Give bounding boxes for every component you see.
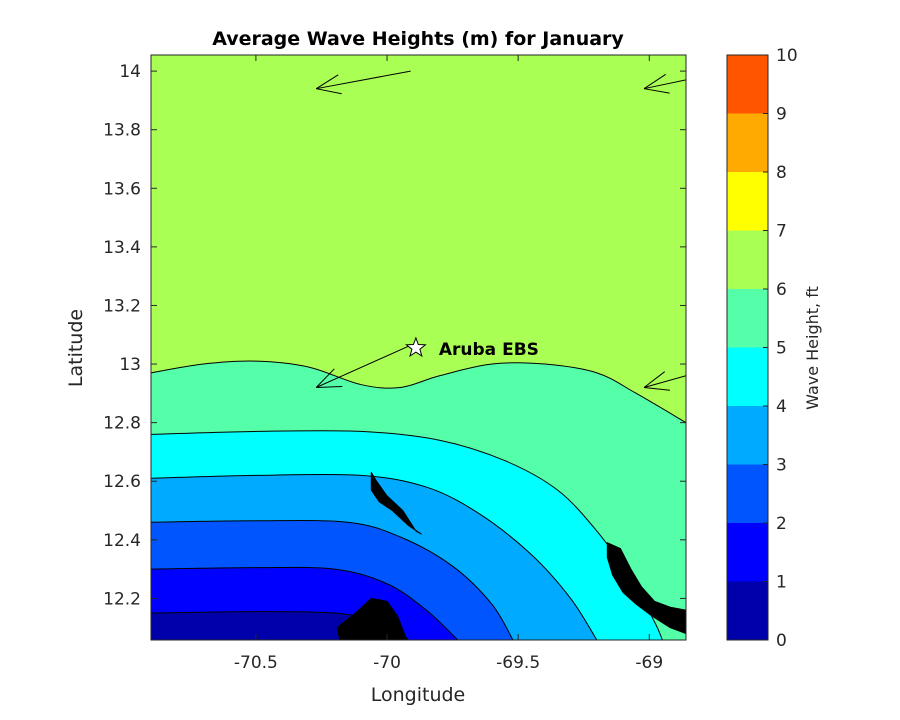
wave-direction-arrow: [315, 70, 411, 95]
y-axis: 12.2 12.4 12.6 12.8 13 13.2 13.4 13.6 13.8 14: [103, 62, 686, 609]
colorbar-tick-label: 9: [776, 105, 787, 125]
colorbar-tick-label: 2: [776, 514, 787, 534]
colorbar-swatch-0-1: [727, 581, 768, 640]
y-tick-label: 13.2: [103, 296, 141, 316]
plot-frame: [150, 54, 687, 641]
y-tick-label: 12.8: [103, 414, 141, 434]
colorbar-swatch-3-4: [727, 406, 768, 465]
colorbar-swatch-7-8: [727, 172, 768, 231]
colorbar-swatch-8-9: [727, 113, 768, 172]
x-axis: -70.5 -70 -69.5 -69: [234, 55, 663, 673]
annotations: Aruba EBS: [405, 336, 539, 360]
y-tick-label: 13: [119, 355, 141, 375]
contour-line-4-3: [151, 473, 598, 640]
chart-title: Average Wave Heights (m) for January: [212, 28, 624, 50]
site-label: Aruba EBS: [439, 340, 539, 360]
x-tick-label: -70.5: [234, 653, 278, 673]
colorbar-tick-label: 1: [776, 573, 787, 593]
plot-area: [151, 55, 686, 640]
wave-arrows: [315, 70, 686, 391]
land-curacao: [606, 542, 686, 635]
colorbar-tick-label: 10: [776, 46, 798, 66]
land-venezuela: [336, 597, 409, 640]
x-tick-label: -70: [373, 653, 401, 673]
y-tick-label: 13.6: [103, 179, 141, 199]
x-tick-label: -69: [635, 653, 663, 673]
colorbar-tick-label: 4: [776, 397, 787, 417]
contour-line-2-1: [151, 566, 459, 640]
contour-band-0-1: [151, 611, 395, 640]
wave-direction-arrow: [315, 346, 409, 388]
colorbar: 0 1 2 3 4 5 6 7 8 9 10: [726, 46, 798, 651]
colorbar-tick-label: 7: [776, 222, 787, 242]
star-marker-icon: [405, 336, 427, 358]
wave-direction-arrow: [643, 73, 686, 94]
wave-direction-arrow: [643, 371, 686, 391]
colorbar-swatch-4-5: [727, 347, 768, 406]
y-axis-label: Latitude: [65, 309, 87, 387]
colorbar-tick-label: 3: [776, 456, 787, 476]
colorbar-swatch-9-10: [727, 55, 768, 114]
y-tick-label: 13.8: [103, 121, 141, 141]
y-tick-label: 12.6: [103, 472, 141, 492]
colorbar-swatch-6-7: [727, 230, 768, 289]
x-tick-label: -69.5: [496, 653, 540, 673]
colorbar-label: Wave Height, ft: [803, 286, 822, 410]
land-aruba: [370, 471, 422, 535]
colorbar-tick-label: 8: [776, 163, 787, 183]
y-tick-label: 12.2: [103, 589, 141, 609]
colorbar-swatch-1-2: [727, 523, 768, 582]
colorbar-tick-label: 0: [776, 631, 787, 651]
colorbar-swatch-5-6: [727, 289, 768, 348]
y-tick-label: 14: [119, 62, 141, 82]
colorbar-swatch-2-3: [727, 464, 768, 523]
contour-line-3-2: [151, 519, 514, 640]
y-tick-label: 13.4: [103, 238, 141, 258]
colorbar-tick-label: 6: [776, 280, 787, 300]
y-tick-label: 12.4: [103, 531, 141, 551]
colorbar-tick-label: 5: [776, 339, 787, 359]
contour-line-6-5: [151, 360, 686, 424]
x-axis-label: Longitude: [371, 684, 466, 706]
